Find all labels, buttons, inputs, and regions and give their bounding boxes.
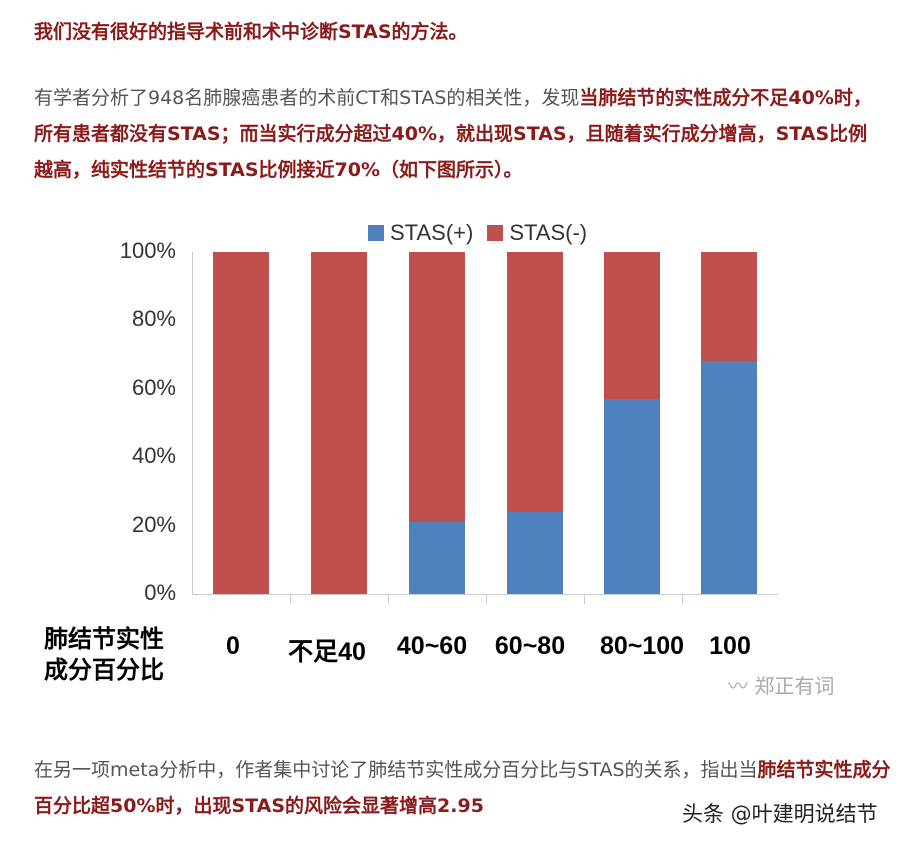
paragraph-normal: 有学者分析了948名肺腺癌患者的术前CT和STAS的相关性，发现 xyxy=(34,87,580,109)
bar-0 xyxy=(213,252,269,594)
y-tick: 0% xyxy=(144,580,176,605)
chart-legend: STAS(+) STAS(-) xyxy=(368,220,587,246)
x-label: 80~100 xyxy=(599,632,685,660)
bar-segment-stas-negative xyxy=(701,252,757,362)
bar-segment-stas-positive xyxy=(409,522,465,594)
y-tick: 20% xyxy=(131,512,176,537)
paragraph-highlight: 肺结节实性成分百分比超50%时，出现STAS的风险会显著增高2.95 xyxy=(34,759,891,817)
x-axis-title: 肺结节实性 成分百分比 xyxy=(44,625,164,684)
paragraph-meta: 在另一项meta分析中，作者集中讨论了肺结节实性成分百分比与STAS的关系，指出… xyxy=(34,752,894,824)
watermark-chart: 〰 郑正有词 xyxy=(728,674,835,698)
heading-paragraph: 我们没有很好的指导术前和术中诊断STAS的方法。 xyxy=(34,21,468,43)
legend-item-stas-negative: STAS(-) xyxy=(487,220,587,246)
y-tick: 100% xyxy=(119,238,176,263)
x-tick xyxy=(682,594,683,604)
paragraph-highlight: 当肺结节的实性成分不足40%时，所有患者都没有STAS；而当实行成分超过40%，… xyxy=(34,87,872,181)
bar-3 xyxy=(507,252,563,594)
x-tick xyxy=(486,594,487,604)
bar-segment-stas-negative xyxy=(409,252,465,523)
legend-swatch xyxy=(487,225,504,241)
paragraph-study: 有学者分析了948名肺腺癌患者的术前CT和STAS的相关性，发现当肺结节的实性成… xyxy=(34,80,884,188)
bar-1 xyxy=(311,252,367,594)
bar-5 xyxy=(701,252,757,594)
x-axis xyxy=(192,594,778,595)
y-tick: 60% xyxy=(131,375,176,400)
bar-segment-stas-positive xyxy=(507,511,563,594)
legend-swatch xyxy=(368,225,384,241)
x-tick xyxy=(290,594,291,604)
bar-segment-stas-positive xyxy=(604,399,660,594)
legend-item-stas-positive: STAS(+) xyxy=(368,220,473,246)
x-tick xyxy=(584,594,585,604)
paragraph-normal: 在另一项meta分析中，作者集中讨论了肺结节实性成分百分比与STAS的关系，指出… xyxy=(34,759,758,781)
y-axis xyxy=(192,252,193,594)
y-tick: 40% xyxy=(131,443,176,468)
y-tick: 80% xyxy=(131,306,176,331)
x-label: 0 xyxy=(226,632,240,660)
bar-segment-stas-negative xyxy=(507,252,563,512)
stacked-bar-chart: STAS(+) STAS(-) 100% 80% 60% 40% 20% 0% … xyxy=(0,200,920,730)
bar-segment-stas-negative xyxy=(311,252,367,594)
x-label: 不足40 xyxy=(288,638,366,666)
bar-4 xyxy=(604,252,660,594)
x-label: 40~60 xyxy=(396,632,468,660)
watermark-bottom: 头条 @叶建明说结节 xyxy=(682,802,878,826)
x-label: 60~80 xyxy=(494,632,566,660)
bar-2 xyxy=(409,252,465,594)
x-tick xyxy=(388,594,389,604)
x-label: 100 xyxy=(709,632,751,660)
bar-segment-stas-negative xyxy=(213,252,269,594)
bar-segment-stas-negative xyxy=(604,252,660,400)
bar-segment-stas-positive xyxy=(701,361,757,594)
